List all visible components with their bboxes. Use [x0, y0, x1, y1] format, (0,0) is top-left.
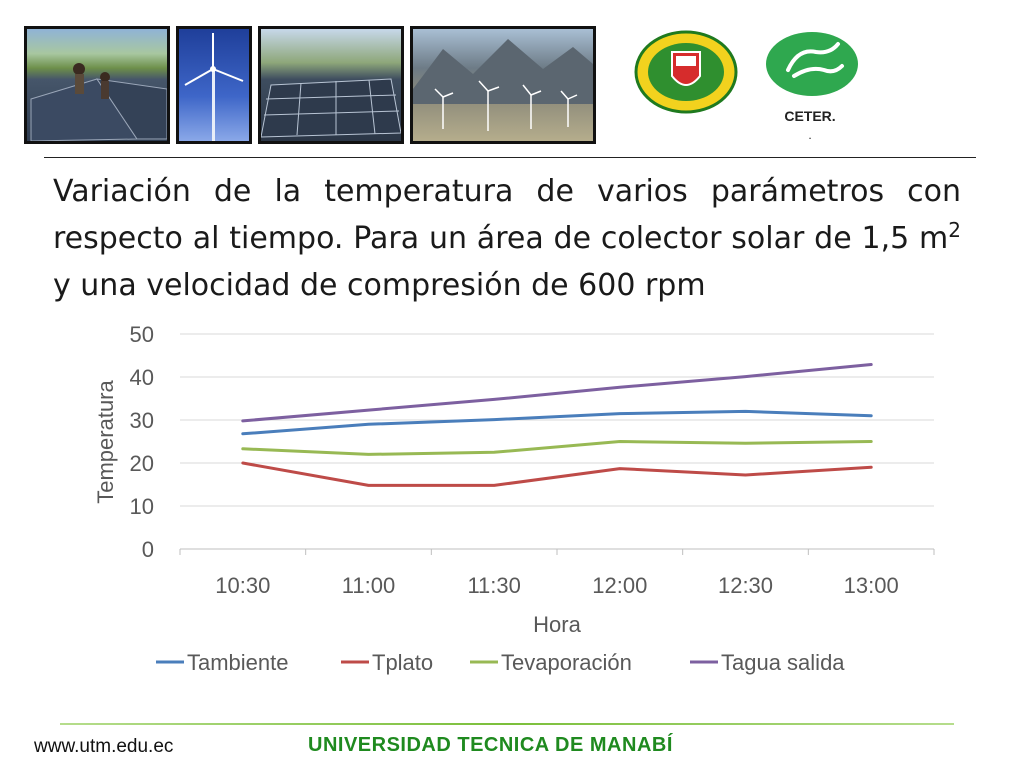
legend-label: Tevaporación [501, 650, 632, 675]
footer-university-name: UNIVERSIDAD TECNICA DE MANABÍ [308, 734, 673, 756]
wind-farm-photo [410, 26, 596, 144]
x-tick-label: 11:30 [467, 573, 520, 598]
y-tick-label: 40 [130, 365, 154, 390]
series-line [241, 461, 873, 487]
ceter-sublabel: . [808, 128, 812, 142]
seal-icon [634, 30, 738, 114]
slide-title: Variación de la temperatura de varios pa… [53, 168, 961, 309]
legend-label: Tagua salida [721, 650, 845, 675]
solar-panels-illustration [30, 63, 167, 141]
y-tick-label: 10 [130, 494, 154, 519]
x-tick-label: 13:00 [844, 573, 899, 598]
y-tick-label: 30 [130, 408, 154, 433]
title-superscript: 2 [948, 218, 961, 242]
header-divider [44, 157, 976, 158]
legend-label: Tambiente [187, 650, 289, 675]
series-line [241, 440, 873, 456]
ceter-label: CETER. [784, 108, 836, 124]
x-tick-label: 10:30 [215, 573, 270, 598]
x-axis-title: Hora [533, 612, 581, 637]
y-tick-label: 0 [142, 537, 154, 562]
ceter-logo [764, 30, 860, 98]
y-tick-label: 50 [130, 322, 154, 347]
title-text-part1: Variación de la temperatura de varios pa… [53, 174, 961, 256]
ceter-hand-icon [766, 32, 858, 96]
legend-label: Tplato [372, 650, 433, 675]
solar-array-photo [258, 26, 404, 144]
y-tick-label: 20 [130, 451, 154, 476]
footer-divider [60, 723, 954, 725]
wind-farm-illustration [413, 39, 593, 131]
wind-turbine-illustration [184, 33, 244, 141]
solar-array-illustration [261, 78, 401, 138]
footer-url: www.utm.edu.ec [34, 736, 174, 757]
x-tick-label: 12:30 [718, 573, 773, 598]
temperature-line-chart: 0 10 20 30 40 50 10:30 11:00 11:30 12:00 12:30 13:0… [93, 322, 935, 675]
university-seal-logo [634, 30, 738, 114]
series-line [241, 409, 873, 436]
x-tick-label: 11:00 [342, 573, 395, 598]
y-axis-title: Temperatura [93, 379, 118, 503]
x-tick-label: 12:00 [592, 573, 647, 598]
series-line [241, 363, 873, 423]
title-text-part2: y una velocidad de compresión de 600 rpm [53, 268, 706, 303]
solar-panels-photo [24, 26, 170, 144]
wind-turbine-photo [176, 26, 252, 144]
